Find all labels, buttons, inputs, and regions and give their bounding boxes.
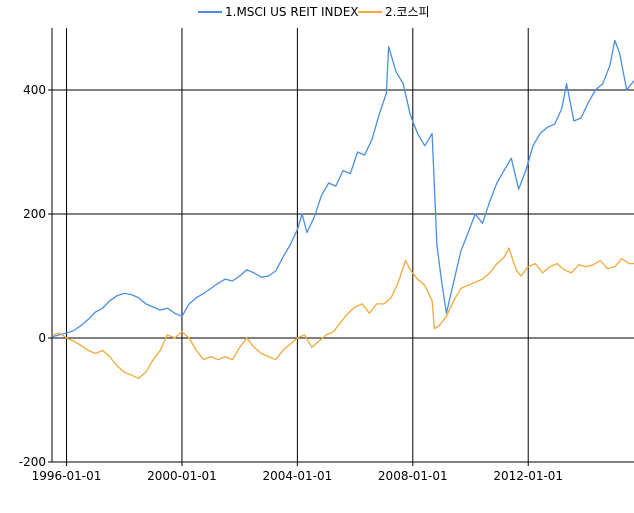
y-tick-label: 400: [23, 83, 46, 97]
x-tick-label: 2012-01-01: [493, 469, 563, 483]
series-line-kospi: [51, 247, 634, 379]
x-tick-label: 2008-01-01: [378, 469, 448, 483]
legend-label-reit: 1.MSCI US REIT INDEX: [225, 5, 359, 19]
series-line-reit: [51, 39, 634, 338]
x-tick-label: 2000-01-01: [147, 469, 217, 483]
x-tick-label: 2004-01-01: [263, 469, 333, 483]
legend-label-kospi: 2.코스피: [385, 5, 430, 19]
y-tick-label: 0: [38, 331, 46, 345]
grid: [48, 28, 634, 466]
series-group: [51, 39, 634, 379]
y-tick-label: -200: [19, 455, 46, 469]
x-tick-label: 1996-01-01: [32, 469, 102, 483]
tick-labels: -200 0 200 400 1996-01-01 2000-01-01 2004-01-0…: [19, 83, 563, 483]
legend: 1.MSCI US REIT INDEX 2.코스피: [198, 5, 430, 19]
y-tick-label: 200: [23, 207, 46, 221]
